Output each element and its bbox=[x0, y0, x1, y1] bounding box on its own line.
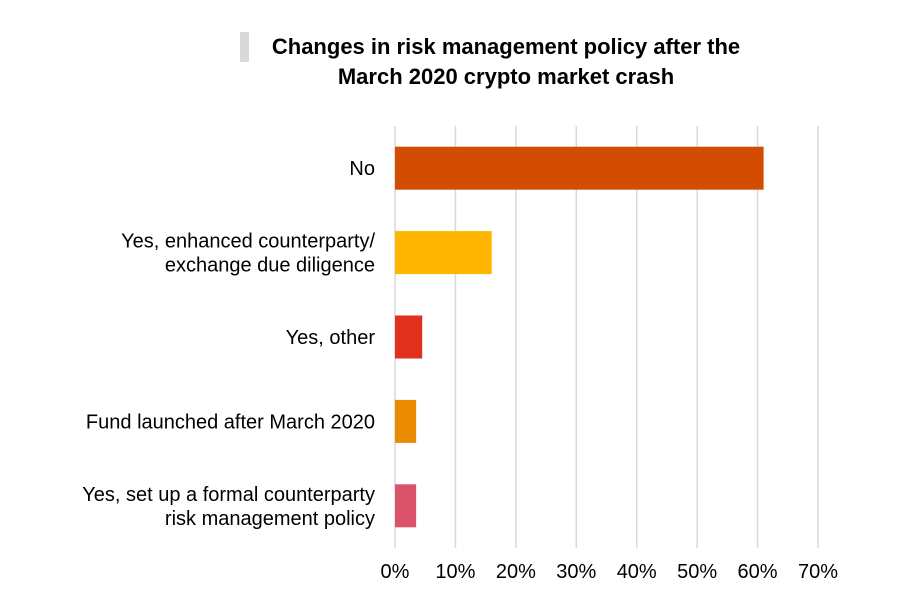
category-labels: No Yes, enhanced counterparty/exchange du… bbox=[82, 158, 375, 530]
category-label: Yes, other bbox=[286, 327, 376, 349]
bar bbox=[395, 315, 423, 359]
x-tick-label: 60% bbox=[738, 561, 778, 583]
category-label-line: Yes, other bbox=[286, 327, 376, 349]
bar bbox=[395, 399, 417, 443]
category-label: No bbox=[349, 158, 375, 180]
x-axis-tick-labels: 0% 10% 20% 30% 40% 50% 60% 70% bbox=[381, 561, 839, 583]
title-accent-bar bbox=[240, 32, 249, 62]
x-tick-label: 30% bbox=[556, 561, 596, 583]
category-label-line: Fund launched after March 2020 bbox=[86, 411, 375, 433]
category-label-line: exchange due diligence bbox=[165, 255, 375, 277]
bars bbox=[395, 146, 764, 528]
bar bbox=[395, 231, 492, 275]
category-label: Yes, enhanced counterparty/exchange due … bbox=[121, 231, 375, 277]
x-tick-label: 0% bbox=[381, 561, 410, 583]
gridlines bbox=[394, 126, 819, 548]
x-tick-label: 40% bbox=[617, 561, 657, 583]
category-label-line: Yes, enhanced counterparty/ bbox=[121, 231, 375, 253]
title-block: Changes in risk management policy after … bbox=[240, 32, 760, 92]
x-tick-label: 20% bbox=[496, 561, 536, 583]
bar bbox=[395, 484, 417, 528]
category-label-line: risk management policy bbox=[165, 508, 375, 530]
x-tick-label: 10% bbox=[435, 561, 475, 583]
x-tick-label: 50% bbox=[677, 561, 717, 583]
chart-title: Changes in risk management policy after … bbox=[271, 34, 741, 89]
category-label: Yes, set up a formal counterparty risk ma… bbox=[82, 484, 375, 530]
category-label-line: No bbox=[349, 158, 375, 180]
category-label: Fund launched after March 2020 bbox=[86, 411, 375, 433]
category-label-line: Yes, set up a formal counterparty bbox=[82, 484, 375, 506]
bar bbox=[395, 146, 764, 190]
x-tick-label: 70% bbox=[798, 561, 838, 583]
